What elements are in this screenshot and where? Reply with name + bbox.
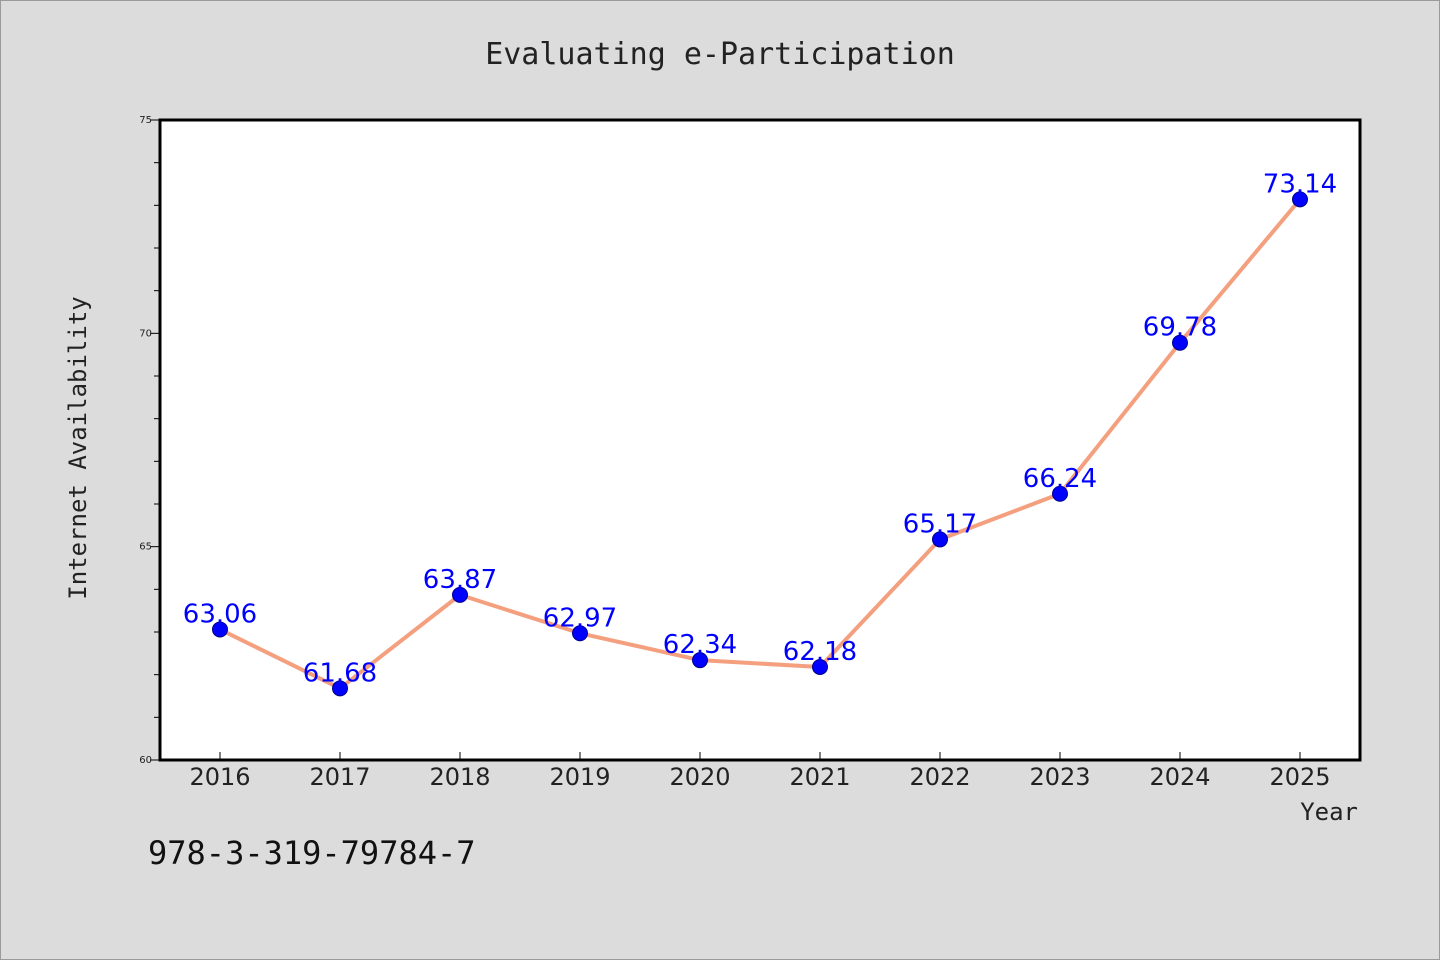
x-axis: 2016 2017 2018 2019 2020 2021 2022 2023 2024 2025 xyxy=(189,752,1331,791)
x-tick-label: 2021 xyxy=(789,763,850,791)
x-tick-label: 2022 xyxy=(909,763,970,791)
x-tick-label: 2020 xyxy=(669,763,730,791)
x-tick-label: 2023 xyxy=(1029,763,1090,791)
data-point xyxy=(932,531,948,548)
data-point xyxy=(452,586,468,603)
y-axis: 60 65 70 75 xyxy=(139,115,160,766)
data-label-layer: 63.06 61.68 63.87 62.97 62.34 62.18 65.17 66.24… xyxy=(183,169,1337,688)
x-tick-label: 2025 xyxy=(1269,763,1330,791)
chart-title: Evaluating e-Participation xyxy=(485,37,955,72)
data-point xyxy=(332,680,348,697)
x-tick-label: 2018 xyxy=(429,763,490,791)
x-tick-label: 2019 xyxy=(549,763,610,791)
data-label: 61.68 xyxy=(303,658,377,688)
x-tick-label: 2016 xyxy=(189,763,250,791)
data-point xyxy=(1292,191,1308,208)
x-tick-label: 2024 xyxy=(1149,763,1210,791)
data-label: 69.78 xyxy=(1143,313,1217,343)
x-axis-title: Year xyxy=(1300,798,1358,826)
x-tick-label: 2017 xyxy=(309,763,370,791)
data-label: 66.24 xyxy=(1023,464,1097,494)
y-tick-label: 70 xyxy=(139,328,152,339)
data-point xyxy=(572,625,588,642)
data-label: 62.34 xyxy=(663,630,737,660)
data-point xyxy=(692,652,708,669)
data-label: 62.18 xyxy=(783,637,857,667)
data-label: 62.97 xyxy=(543,603,617,633)
footer-code: 978-3-319-79784-7 xyxy=(148,834,476,872)
data-label: 63.87 xyxy=(423,565,497,595)
y-tick-label: 65 xyxy=(139,542,152,553)
y-tick-label: 75 xyxy=(139,115,152,126)
data-label: 63.06 xyxy=(183,599,257,629)
data-point xyxy=(812,658,828,675)
data-point xyxy=(1172,334,1188,351)
marker-layer xyxy=(212,191,1308,697)
data-label: 65.17 xyxy=(903,509,977,539)
series-line xyxy=(218,197,1302,691)
y-tick-label: 60 xyxy=(139,755,152,766)
data-point xyxy=(212,621,228,638)
data-point xyxy=(1052,485,1068,502)
y-axis-title: Internet Availability xyxy=(64,296,92,599)
series-layer xyxy=(218,197,1302,691)
data-label: 73.14 xyxy=(1263,169,1337,199)
plot-area xyxy=(158,118,1362,762)
